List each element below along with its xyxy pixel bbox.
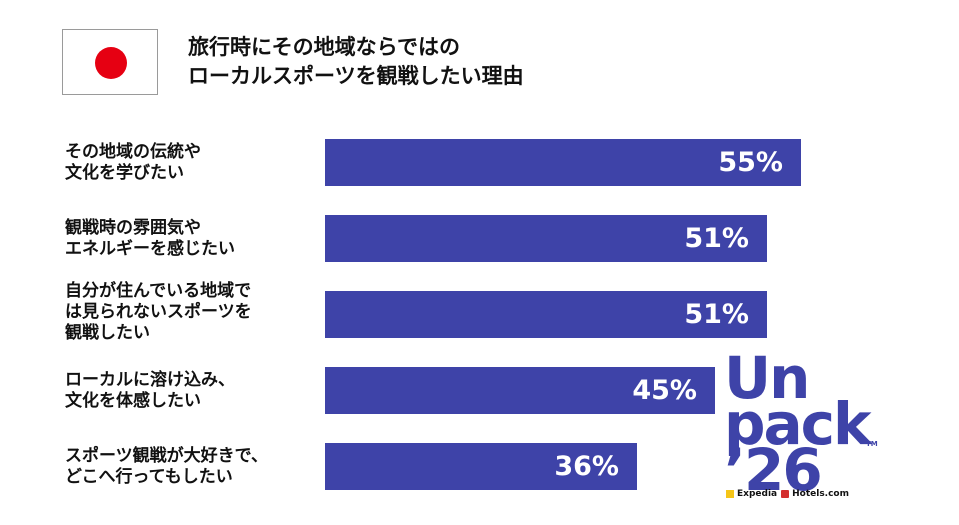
bar-data-label: 45% <box>632 375 697 406</box>
category-label: その地域の伝統や 文化を学びたい <box>65 142 315 184</box>
logo-sponsors: Expedia Hotels.com <box>726 489 849 499</box>
category-label: 観戦時の雰囲気や エネルギーを感じたい <box>65 218 315 260</box>
category-label: ローカルに溶け込み、 文化を体感したい <box>65 370 315 412</box>
category-label-line: その地域の伝統や <box>65 141 201 162</box>
category-label-line: 自分が住んでいる地域で <box>65 281 252 301</box>
bar: 51% <box>325 291 767 338</box>
bar: 51% <box>325 215 767 262</box>
sponsor-expedia: Expedia <box>737 489 778 499</box>
category-label: スポーツ観戦が大好きで、 どこへ行ってもしたい <box>65 446 315 488</box>
category-label-line: 文化を学びたい <box>65 162 184 183</box>
flag-red-disc <box>95 47 127 79</box>
logo-trademark: TM <box>866 440 878 448</box>
category-label-line: 文化を体感したい <box>65 390 201 411</box>
chart-title-line-2: ローカルスポーツを観戦したい理由 <box>188 64 524 88</box>
hotels-icon <box>781 490 790 498</box>
sponsor-hotels: Hotels.com <box>792 489 849 499</box>
category-label-line: 観戦時の雰囲気や <box>65 217 201 238</box>
category-label: 自分が住んでいる地域で は見られないスポーツを 観戦したい <box>65 281 315 344</box>
bar-data-label: 55% <box>718 147 783 178</box>
bar: 36% <box>325 443 637 490</box>
logo-text-pack: pack <box>724 390 872 458</box>
japan-flag-icon <box>62 29 158 95</box>
chart-title-line-1: 旅行時にその地域ならではの <box>188 35 460 59</box>
category-label-line: エネルギーを感じたい <box>65 238 235 259</box>
bar: 55% <box>325 139 801 186</box>
expedia-icon <box>726 490 734 498</box>
bar-data-label: 51% <box>684 299 749 330</box>
bar: 45% <box>325 367 715 414</box>
category-label-line: 観戦したい <box>65 323 150 343</box>
category-label-line: ローカルに溶け込み、 <box>65 369 235 390</box>
logo-text-un: Un <box>724 344 810 412</box>
chart-title: 旅行時にその地域ならではの ローカルスポーツを観戦したい理由 <box>188 33 524 91</box>
category-label-line: は見られないスポーツを <box>65 302 252 322</box>
category-label-line: どこへ行ってもしたい <box>65 466 233 487</box>
bar-data-label: 51% <box>684 223 749 254</box>
unpack-26-logo: Un pack ’26 TM Expedia Hotels.com <box>724 344 884 504</box>
category-label-line: スポーツ観戦が大好きで、 <box>65 445 268 466</box>
bar-data-label: 36% <box>554 451 619 482</box>
logo-text-26: ’26 <box>724 436 823 504</box>
